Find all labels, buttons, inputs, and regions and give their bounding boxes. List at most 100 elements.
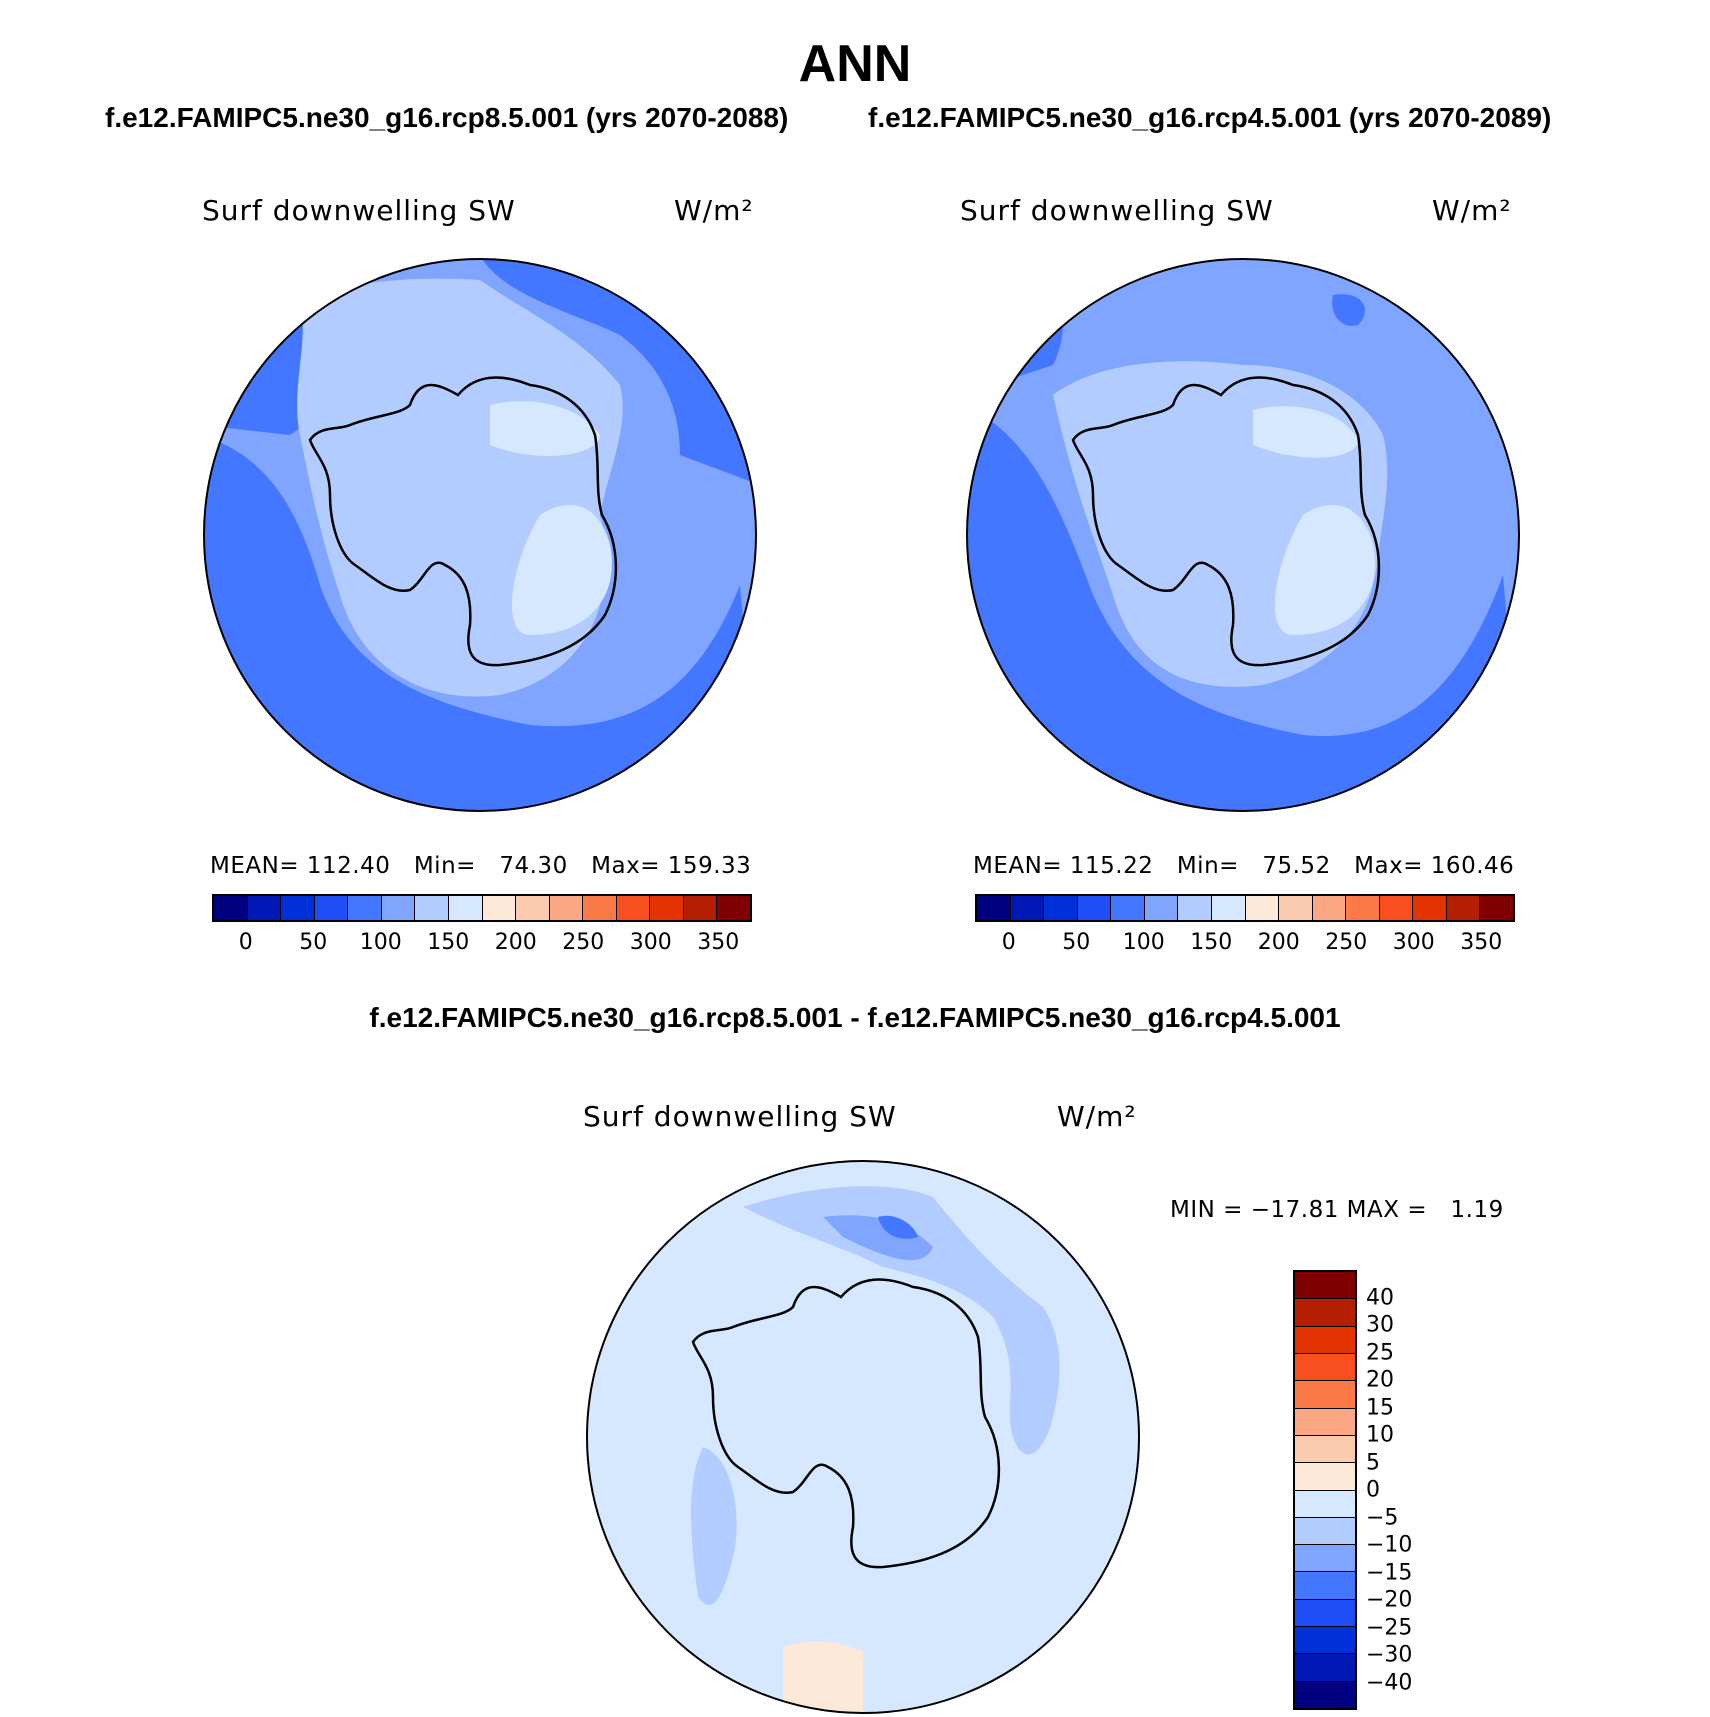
- max-label: Max=: [591, 853, 660, 879]
- right-case-title: f.e12.FAMIPC5.ne30_g16.rcp4.5.001 (yrs 2…: [868, 102, 1552, 133]
- map-boundary: [203, 258, 757, 812]
- right-colorbar-ticks: 0 50 100 150 200 250 300 350: [975, 930, 1515, 960]
- colorbar-swatch: [1295, 1353, 1355, 1382]
- colorbar-swatch: [281, 896, 315, 920]
- map-boundary: [966, 258, 1520, 812]
- colorbar-tick-label: −40: [1366, 1670, 1413, 1695]
- colorbar-swatch: [1295, 1681, 1355, 1708]
- right-variable-label: Surf downwelling SW: [960, 194, 1274, 227]
- colorbar-tick-label: −20: [1366, 1587, 1413, 1613]
- colorbar-tick-label: 25: [1366, 1340, 1394, 1365]
- max-label: Max=: [1354, 853, 1423, 879]
- colorbar-swatch: [1446, 896, 1481, 920]
- min-label: MIN =: [1170, 1197, 1243, 1223]
- colorbar-tick-label: 250: [562, 930, 605, 955]
- colorbar-swatch: [549, 896, 584, 920]
- right-polar-map: [966, 258, 1520, 812]
- colorbar-swatch: [1144, 896, 1179, 920]
- contour-band-minus15-minus10: [823, 1215, 933, 1261]
- contour-band-150-175: [511, 505, 612, 635]
- colorbar-swatch: [1295, 1490, 1355, 1518]
- mean-label: MEAN=: [210, 853, 300, 879]
- colorbar-swatch: [1295, 1599, 1355, 1628]
- colorbar-swatch: [1379, 896, 1414, 920]
- colorbar-swatch: [683, 896, 718, 920]
- right-stats: MEAN= 115.22 Min= 75.52 Max= 160.46: [973, 853, 1514, 879]
- colorbar-swatch: [1295, 1435, 1355, 1464]
- colorbar-tick-label: 0: [1001, 930, 1016, 955]
- contour-band-0-5: [587, 1517, 605, 1607]
- contour-band-minus10-minus5: [691, 1447, 737, 1605]
- colorbar-tick-label: 150: [1190, 930, 1233, 955]
- antarctica-coastline: [308, 376, 618, 667]
- colorbar-tick-label: 250: [1325, 930, 1368, 955]
- contour-band-150-175: [1274, 505, 1375, 635]
- diff-colorbar: [1293, 1270, 1357, 1710]
- colorbar-swatch: [1245, 896, 1280, 920]
- contour-band-150-175: [490, 401, 600, 456]
- colorbar-tick-label: 300: [629, 930, 672, 955]
- colorbar-swatch: [448, 896, 483, 920]
- diff-units-label: W/m²: [1057, 1100, 1137, 1133]
- left-polar-map: [203, 258, 757, 812]
- colorbar-swatch: [1295, 1517, 1355, 1546]
- antarctica-coastline: [1071, 376, 1381, 667]
- colorbar-tick-label: 40: [1366, 1285, 1394, 1310]
- right-units-label: W/m²: [1432, 194, 1512, 227]
- colorbar-swatch: [415, 896, 449, 920]
- colorbar-swatch: [1295, 1572, 1355, 1600]
- colorbar-swatch: [1295, 1654, 1355, 1682]
- min-value: 74.30: [499, 853, 568, 879]
- colorbar-tick-label: −15: [1366, 1560, 1413, 1585]
- min-label: Min=: [413, 853, 476, 879]
- contour-band-minus10-minus5: [743, 1186, 1060, 1455]
- colorbar-swatch: [1295, 1272, 1355, 1300]
- colorbar-swatch: [1211, 896, 1246, 920]
- colorbar-tick-label: 20: [1366, 1367, 1394, 1393]
- colorbar-swatch: [1346, 896, 1380, 920]
- contour-band-75-100: [1332, 294, 1365, 326]
- contour-band-150-175: [1253, 406, 1358, 458]
- diff-colorbar-ticks: 40 30 25 20 15 10 5 0 −5 −10 −15 −20 −25 −30 −40: [1366, 1270, 1446, 1710]
- contour-band-0-5: [783, 1641, 863, 1713]
- colorbar-swatch: [650, 896, 684, 920]
- contour-band-75-100: [204, 435, 756, 811]
- mean-label: MEAN=: [973, 853, 1063, 879]
- left-colorbar-ticks: 0 50 100 150 200 250 300 350: [212, 930, 752, 960]
- colorbar-tick-label: −25: [1366, 1615, 1413, 1640]
- colorbar-swatch: [1178, 896, 1212, 920]
- colorbar-swatch: [1295, 1545, 1355, 1573]
- colorbar-swatch: [1480, 896, 1513, 920]
- colorbar-tick-label: 10: [1366, 1422, 1394, 1448]
- contour-band-75-100: [967, 405, 1519, 811]
- right-colorbar: [975, 894, 1515, 922]
- colorbar-tick-label: 15: [1366, 1395, 1394, 1420]
- diff-stats: MIN = −17.81 MAX = 1.19: [1170, 1197, 1504, 1223]
- min-value: −17.81: [1250, 1197, 1339, 1223]
- contour-band-minus20-minus15: [878, 1215, 918, 1239]
- colorbar-tick-label: 5: [1366, 1450, 1380, 1475]
- diff-variable-label: Surf downwelling SW: [583, 1100, 897, 1133]
- antarctica-coastline: [691, 1278, 1001, 1569]
- colorbar-swatch: [1295, 1627, 1355, 1655]
- colorbar-tick-label: 350: [1460, 930, 1503, 955]
- max-label: MAX =: [1346, 1197, 1428, 1223]
- colorbar-swatch: [1279, 896, 1313, 920]
- colorbar-tick-label: 100: [359, 930, 402, 955]
- left-stats: MEAN= 112.40 Min= 74.30 Max= 159.33: [210, 853, 751, 879]
- colorbar-tick-label: 50: [1062, 930, 1091, 955]
- colorbar-tick-label: 0: [1366, 1477, 1380, 1503]
- colorbar-tick-label: −30: [1366, 1642, 1413, 1668]
- colorbar-tick-label: 50: [299, 930, 328, 955]
- max-value: 160.46: [1430, 853, 1515, 879]
- colorbar-swatch: [583, 896, 617, 920]
- colorbar-swatch: [1044, 896, 1078, 920]
- colorbar-swatch: [516, 896, 550, 920]
- colorbar-swatch: [381, 896, 416, 920]
- colorbar-tick-label: 350: [697, 930, 740, 955]
- colorbar-swatch: [616, 896, 651, 920]
- colorbar-tick-label: 150: [427, 930, 470, 955]
- left-colorbar: [212, 894, 752, 922]
- left-case-title: f.e12.FAMIPC5.ne30_g16.rcp8.5.001 (yrs 2…: [105, 102, 789, 133]
- colorbar-tick-label: 200: [494, 930, 537, 955]
